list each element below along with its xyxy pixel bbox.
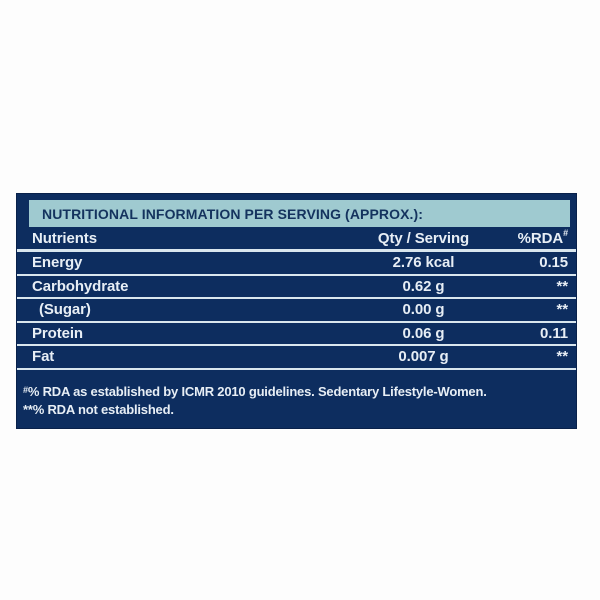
- rda-header-superscript: #: [563, 227, 568, 238]
- nutrient-name: (Sugar): [39, 301, 91, 319]
- nutrient-name: Fat: [32, 348, 55, 366]
- nutrient-rda: **: [556, 277, 569, 295]
- footnote-rda-source: #% RDA as established by ICMR 2010 guide…: [23, 383, 566, 402]
- nutrient-name: Energy: [32, 254, 83, 272]
- nutrient-rda: 0.15: [539, 254, 568, 272]
- nutrient-qty: 0.06 g: [402, 324, 445, 342]
- nutrient-name: Protein: [32, 324, 83, 342]
- column-header-rda: %RDA#: [506, 227, 568, 247]
- nutrient-qty: 0.00 g: [402, 301, 445, 319]
- nutrient-qty: 0.62 g: [402, 277, 445, 295]
- footnote-rda-source-text: % RDA as established by ICMR 2010 guidel…: [27, 383, 487, 399]
- nutrient-qty: 2.76 kcal: [392, 254, 455, 272]
- table-row-sugar: (Sugar) 0.00 g **: [17, 299, 576, 323]
- table-row-carbohydrate: Carbohydrate 0.62 g **: [17, 276, 576, 299]
- rda-header-base: %RDA: [517, 229, 564, 247]
- panel-title: NUTRITIONAL INFORMATION PER SERVING (APP…: [42, 205, 424, 222]
- nutrient-rda: **: [556, 348, 569, 366]
- footnote-rda-not-established: **% RDA not established.: [23, 402, 174, 417]
- table-row-fat: Fat 0.007 g **: [17, 346, 576, 370]
- table-row-protein: Protein 0.06 g 0.11: [17, 323, 576, 346]
- footnote-superscript: #: [23, 384, 28, 395]
- nutrient-rda: 0.11: [540, 324, 568, 342]
- table-header-row: Nutrients Qty / Serving %RDA#: [17, 227, 576, 252]
- column-header-nutrients: Nutrients: [32, 229, 97, 247]
- table-row-energy: Energy 2.76 kcal 0.15: [17, 252, 576, 276]
- nutrition-info-panel: NUTRITIONAL INFORMATION PER SERVING (APP…: [16, 193, 577, 429]
- nutrient-name: Carbohydrate: [32, 277, 129, 295]
- footnotes: #% RDA as established by ICMR 2010 guide…: [17, 370, 576, 420]
- panel-title-banner: NUTRITIONAL INFORMATION PER SERVING (APP…: [29, 200, 570, 227]
- nutrition-table: Nutrients Qty / Serving %RDA# Energy 2.7…: [17, 227, 576, 370]
- nutrient-qty: 0.007 g: [398, 348, 449, 366]
- nutrient-rda: **: [556, 301, 569, 319]
- column-header-qty-serving: Qty / Serving: [377, 229, 470, 247]
